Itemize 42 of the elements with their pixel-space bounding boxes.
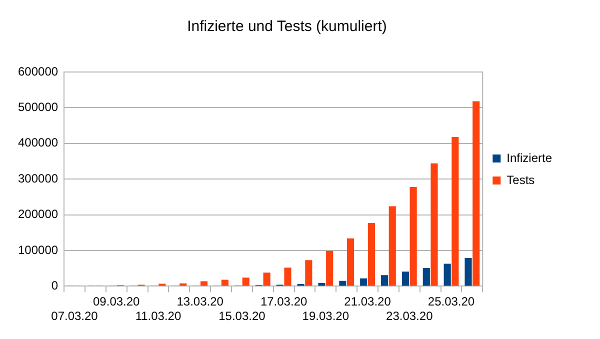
bar [305, 260, 312, 286]
legend-label: Tests [506, 172, 535, 187]
x-tick-label: 21.03.20 [344, 294, 392, 309]
bar [388, 206, 396, 286]
x-tick-label: 17.03.20 [260, 294, 308, 309]
bar [472, 101, 480, 286]
bar [284, 268, 292, 286]
bar [326, 250, 334, 286]
bar [242, 278, 250, 286]
bar [381, 275, 388, 286]
x-tick-label: 07.03.20 [51, 309, 98, 324]
y-tick-label: 600000 [18, 64, 58, 78]
bar [263, 272, 270, 286]
bar [452, 136, 459, 286]
x-tick-label: 23.03.20 [386, 309, 434, 324]
bar [318, 282, 326, 286]
bar [410, 186, 417, 286]
x-tick-label: 09.03.20 [93, 294, 140, 309]
x-tick-label: 11.03.20 [135, 309, 182, 324]
bar [464, 258, 472, 286]
bar [402, 272, 409, 286]
y-tick-label: 0 [51, 278, 58, 293]
chart-title: Infizierte und Tests (kumuliert) [187, 18, 387, 36]
x-tick-label: 19.03.20 [302, 309, 350, 324]
y-tick-label: 100000 [18, 242, 58, 257]
x-tick-label: 13.03.20 [176, 294, 224, 309]
y-tick-label: 400000 [18, 136, 58, 150]
bar [360, 278, 368, 286]
y-tick-label: 500000 [18, 100, 58, 114]
bar [422, 268, 430, 286]
y-tick-label: 300000 [18, 171, 58, 186]
bar [221, 280, 228, 286]
bar [430, 163, 438, 286]
bar [200, 281, 208, 286]
legend-label: Infizierte [506, 150, 552, 165]
bar [368, 223, 375, 286]
bar [444, 264, 451, 286]
bar [346, 238, 354, 286]
x-tick-label: 25.03.20 [428, 294, 475, 309]
y-tick-label: 200000 [18, 207, 58, 222]
x-tick-label: 15.03.20 [218, 309, 266, 324]
bar [339, 280, 346, 286]
